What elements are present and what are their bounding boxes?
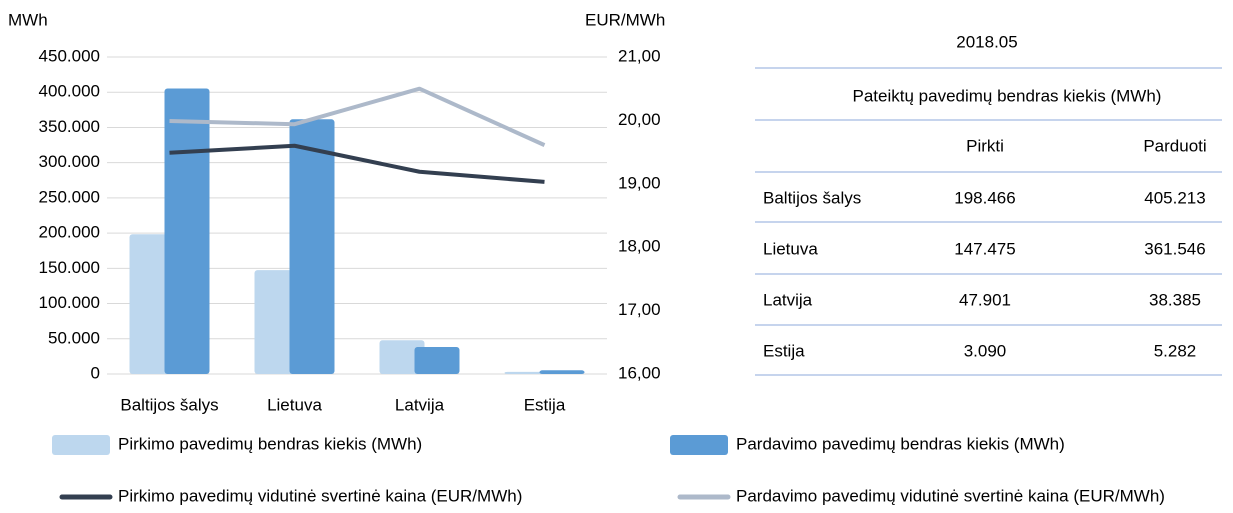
x-tick-label: Latvija [395, 395, 445, 414]
y2-axis-label: EUR/MWh [585, 10, 665, 29]
x-tick-label: Estija [524, 395, 566, 414]
bar [129, 234, 175, 374]
y-axis-label: MWh [8, 10, 48, 29]
legend-label: Pardavimo pavedimų bendras kiekis (MWh) [736, 434, 1065, 453]
y-tick-label: 150.000 [39, 258, 100, 277]
bar [254, 270, 300, 374]
bar [539, 370, 585, 374]
y-tick-label: 50.000 [48, 328, 100, 347]
legend-label: Pirkimo pavedimų bendras kiekis (MWh) [118, 434, 422, 453]
table-cell: 3.090 [964, 341, 1007, 360]
y2-tick-label: 20,00 [618, 110, 661, 129]
bar [414, 346, 460, 374]
table-column-header: Parduoti [1143, 136, 1206, 155]
table-cell: 5.282 [1154, 341, 1197, 360]
y-tick-label: 100.000 [39, 293, 100, 312]
y-tick-label: 400.000 [39, 82, 100, 101]
table-row-label: Lietuva [763, 239, 818, 258]
legend-label: Pirkimo pavedimų vidutinė svertinė kaina… [118, 486, 522, 505]
y-tick-label: 250.000 [39, 187, 100, 206]
table-header: Pateiktų pavedimų bendras kiekis (MWh) [853, 86, 1162, 105]
line [169, 86, 546, 147]
y-tick-label: 450.000 [39, 46, 100, 65]
y2-tick-label: 18,00 [618, 237, 661, 256]
y-tick-label: 0 [91, 363, 100, 382]
table-cell: 198.466 [954, 188, 1015, 207]
bar [289, 119, 335, 374]
line [169, 143, 545, 184]
legend-swatch [670, 435, 728, 455]
table-cell: 361.546 [1144, 239, 1205, 258]
table-cell: 38.385 [1149, 290, 1201, 309]
table-cell: 47.901 [959, 290, 1011, 309]
table-row-label: Baltijos šalys [763, 188, 861, 207]
table-row-label: Latvija [763, 290, 813, 309]
bar [164, 88, 210, 374]
table-column-header: Pirkti [966, 136, 1004, 155]
table-title: 2018.05 [956, 32, 1017, 51]
y2-tick-label: 16,00 [618, 363, 661, 382]
x-tick-label: Lietuva [267, 395, 322, 414]
y2-tick-label: 21,00 [618, 46, 661, 65]
legend-label: Pardavimo pavedimų vidutinė svertinė kai… [736, 486, 1165, 505]
y-tick-label: 300.000 [39, 152, 100, 171]
table-cell: 405.213 [1144, 188, 1205, 207]
y2-tick-label: 19,00 [618, 173, 661, 192]
y2-tick-label: 17,00 [618, 300, 661, 319]
y-tick-label: 350.000 [39, 117, 100, 136]
bar [504, 371, 550, 374]
table-cell: 147.475 [954, 239, 1015, 258]
y-tick-label: 200.000 [39, 223, 100, 242]
bar [379, 340, 425, 374]
table-row-label: Estija [763, 341, 805, 360]
legend-swatch [52, 435, 110, 455]
x-tick-label: Baltijos šalys [120, 395, 218, 414]
